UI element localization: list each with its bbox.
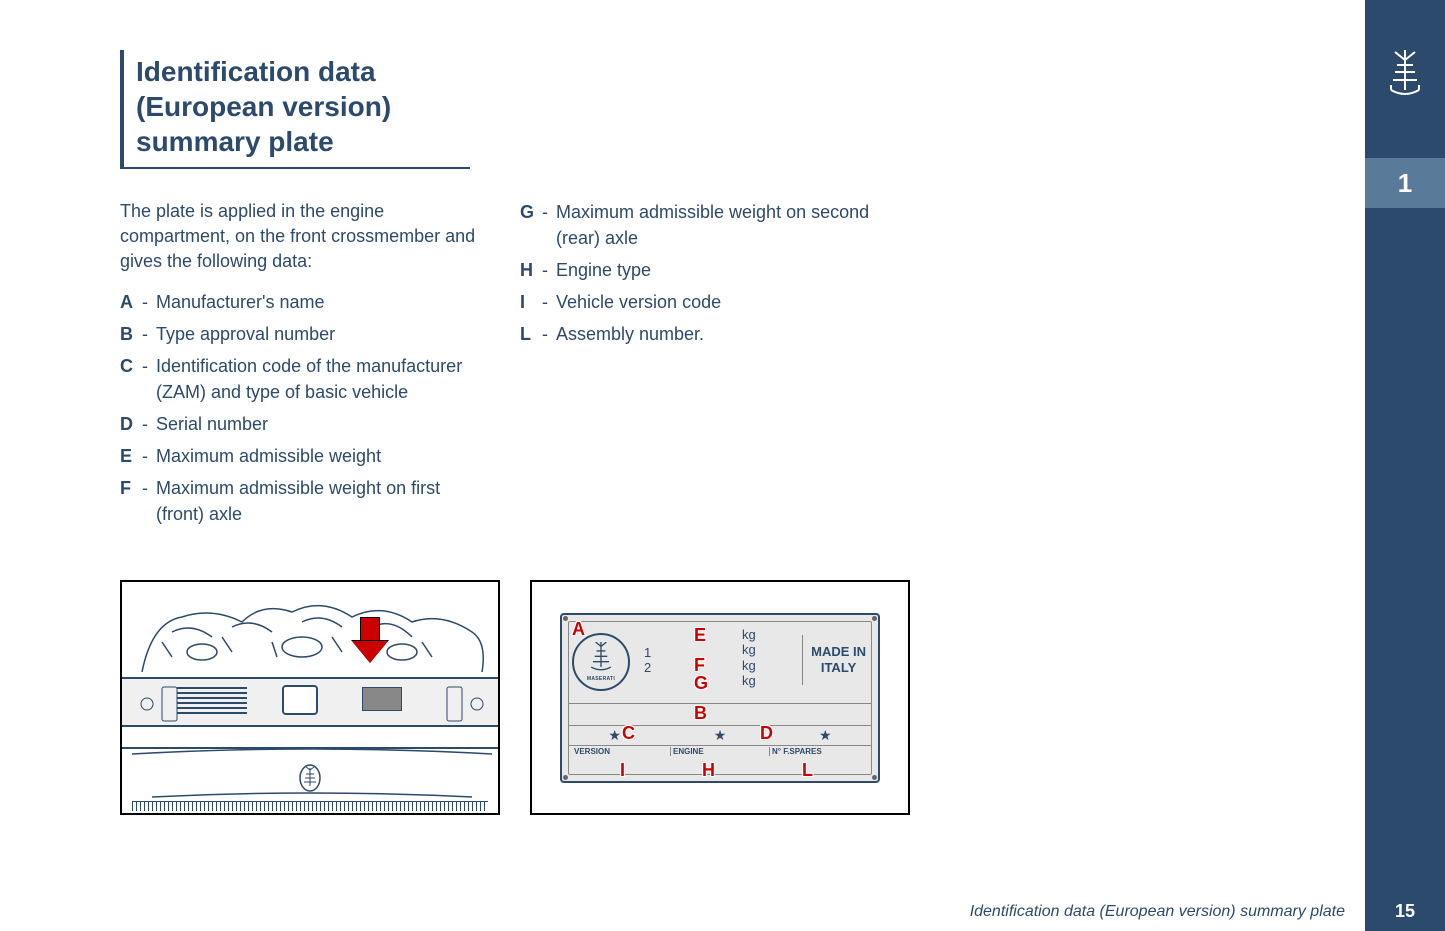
item-description: Vehicle version code	[556, 289, 880, 315]
item-description: Maximum admissible weight on second (rea…	[556, 199, 880, 251]
label-c: C	[622, 723, 635, 744]
item-description: Engine type	[556, 257, 880, 283]
axle-2-label: 2	[644, 660, 651, 676]
definition-item: D-Serial number	[120, 411, 480, 437]
kg-2: kg	[742, 642, 756, 658]
sidebar: 1	[1365, 0, 1445, 931]
title-line-1: Identification data	[136, 56, 376, 87]
definition-item: C-Identification code of the manufacture…	[120, 353, 480, 405]
chapter-tab: 1	[1365, 158, 1445, 208]
small-plate-sketch	[362, 687, 402, 711]
item-letter: A	[120, 289, 142, 315]
item-letter: F	[120, 475, 142, 527]
item-letter: D	[120, 411, 142, 437]
plate-logo-icon: MASERATI	[572, 633, 630, 691]
label-d: D	[760, 723, 773, 744]
definition-item: E-Maximum admissible weight	[120, 443, 480, 469]
label-h: H	[702, 760, 715, 781]
column-2: G-Maximum admissible weight on second (r…	[520, 199, 880, 533]
star-1: ★	[608, 727, 621, 744]
label-g: G	[694, 673, 708, 694]
item-letter: B	[120, 321, 142, 347]
brand-logo-icon	[1385, 50, 1425, 105]
made-in-label: MADE IN ITALY	[802, 635, 866, 685]
star-2: ★	[714, 727, 727, 744]
engine-label: ENGINE	[671, 747, 770, 756]
country-text: ITALY	[811, 660, 866, 676]
hood-emblem-icon	[299, 764, 321, 792]
definition-item: A-Manufacturer's name	[120, 289, 480, 315]
kg-3: kg	[742, 658, 756, 674]
definition-item: F-Maximum admissible weight on first (fr…	[120, 475, 480, 527]
text-columns: The plate is applied in the engine compa…	[120, 199, 1320, 533]
definition-item: B-Type approval number	[120, 321, 480, 347]
axle-1-label: 1	[644, 645, 651, 661]
intro-paragraph: The plate is applied in the engine compa…	[120, 199, 480, 275]
item-letter: G	[520, 199, 542, 251]
label-a: A	[572, 619, 585, 640]
item-letter: H	[520, 257, 542, 283]
item-description: Identification code of the manufacturer …	[156, 353, 480, 405]
definition-item: I-Vehicle version code	[520, 289, 880, 315]
made-in-text: MADE IN	[811, 644, 866, 660]
item-letter: C	[120, 353, 142, 405]
item-letter: I	[520, 289, 542, 315]
figure-plate-diagram: MASERATI 1 2 kg kg kg kg MADE IN ITALY ★…	[530, 580, 910, 815]
version-label: VERSION	[572, 747, 671, 756]
plate-axle-numbers: 1 2	[644, 645, 651, 676]
label-i: I	[620, 760, 625, 781]
main-content: Identification data (European version) s…	[120, 50, 1320, 533]
plate-brand-text: MASERATI	[587, 676, 615, 682]
item-description: Assembly number.	[556, 321, 880, 347]
definition-item: L-Assembly number.	[520, 321, 880, 347]
clip-sketch	[282, 685, 318, 715]
item-description: Maximum admissible weight on first (fron…	[156, 475, 480, 527]
kg-4: kg	[742, 673, 756, 689]
plate-kg-column: kg kg kg kg	[742, 627, 756, 689]
item-letter: L	[520, 321, 542, 347]
page-number: 15	[1365, 891, 1445, 931]
star-3: ★	[819, 727, 832, 744]
title-line-3: summary plate	[136, 126, 334, 157]
footer-title: Identification data (European version) s…	[970, 903, 1345, 921]
definition-item: H-Engine type	[520, 257, 880, 283]
plate-text-sketch	[177, 687, 247, 717]
item-description: Manufacturer's name	[156, 289, 480, 315]
grille-sketch	[132, 801, 488, 811]
definition-item: G-Maximum admissible weight on second (r…	[520, 199, 880, 251]
item-letter: E	[120, 443, 142, 469]
label-e: E	[694, 625, 706, 646]
section-title: Identification data (European version) s…	[120, 50, 470, 169]
column-1: The plate is applied in the engine compa…	[120, 199, 480, 533]
bottom-labels-row: VERSION ENGINE N° F.SPARES	[572, 747, 868, 756]
label-l: L	[802, 760, 813, 781]
figures-row: MASERATI 1 2 kg kg kg kg MADE IN ITALY ★…	[120, 580, 910, 815]
item-description: Type approval number	[156, 321, 480, 347]
id-plate: MASERATI 1 2 kg kg kg kg MADE IN ITALY ★…	[560, 613, 880, 783]
title-line-2: (European version)	[136, 91, 391, 122]
figure-engine-location	[120, 580, 500, 815]
item-description: Maximum admissible weight	[156, 443, 480, 469]
label-b: B	[694, 703, 707, 724]
spares-label: N° F.SPARES	[770, 747, 868, 756]
star-row: ★ ★ ★	[562, 727, 878, 744]
item-description: Serial number	[156, 411, 480, 437]
kg-1: kg	[742, 627, 756, 643]
